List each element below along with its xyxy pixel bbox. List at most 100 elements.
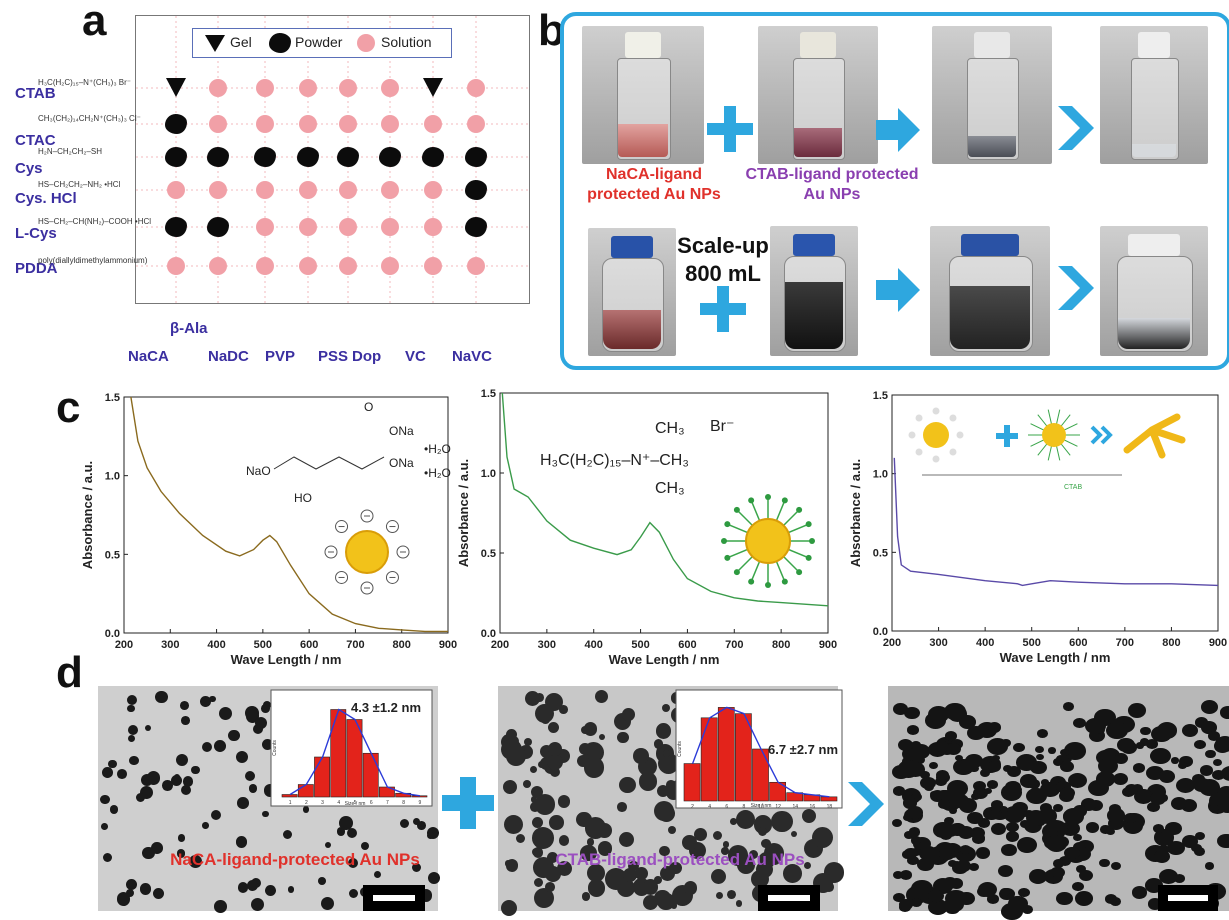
nanowire-segment [1214,736,1229,753]
solution-marker [299,79,317,97]
plot-frame [499,392,829,634]
plot-frame [123,396,449,634]
nanoparticle [657,805,675,822]
row-formula: H₃C(H₂C)₁₅–N⁺(CH₃)₃ Br⁻ [38,78,132,87]
grid-lines [136,16,529,303]
solution-marker [339,79,357,97]
solution-marker [209,115,227,133]
x-tick-label: 900 [1209,637,1227,649]
nanowire-segment [956,860,972,873]
absorbance-line [501,392,829,607]
nanoparticle [155,690,168,704]
solution-marker [256,257,274,275]
solution-marker [339,115,357,133]
nanoparticle [171,774,183,787]
uv-vis-chart: 200 300 400 500 600 700 800 900 0.0 0.5 1.0 1.5 Wave… [848,390,1227,665]
nanowire-segment [910,897,923,907]
nanoparticle [617,732,629,744]
col-label: PVP [265,348,296,365]
nanoparticle [129,755,139,766]
nanoparticle [549,814,564,830]
nanowire-segment [949,878,964,889]
nanoparticle [710,868,727,885]
ligand-head [781,578,788,585]
y-tick-label: 1.5 [481,388,496,400]
nanoparticle [508,735,520,747]
nanowire-segment [939,843,955,855]
solution-marker [381,115,399,133]
nanoparticle [200,696,212,708]
x-tick-label: 500 [631,639,649,651]
nanoparticle [135,792,146,803]
nanowire-segment [1008,895,1028,912]
nanoparticle [503,815,523,835]
nanowire-segment [907,855,920,866]
nanoparticle [533,877,544,888]
nanoparticle [251,897,265,911]
powder-marker [465,217,487,237]
nanowire-segment [1212,758,1223,767]
nanowire-segment [1113,752,1129,765]
vial-photo [932,26,1052,164]
x-tick-label: 400 [207,639,225,651]
nanoparticle [126,889,135,898]
nanoparticle [283,830,293,840]
nanowire-segment [908,827,921,837]
nanowire-segment [1139,738,1149,746]
ligand-head [781,497,788,504]
au-nanoparticle-icon [1042,423,1066,447]
nanoparticle [682,835,697,851]
row-formula: H₂N–CH₂CH₂–SH [38,147,102,156]
nanowire-segment [892,819,903,828]
nanowire-segment [1204,862,1215,870]
solution-marker [256,218,274,236]
nanoparticle [502,779,518,795]
nanoparticle [125,878,137,890]
nanowire-segment [892,892,905,903]
nanowire-segment [920,770,931,780]
scale-bar-1 [363,885,425,911]
nanoparticle [236,836,248,848]
formula-text: HO [294,491,312,505]
row-formula: HS–CH₂–CH(NH₂)–COOH •HCl [38,217,152,226]
nanowire-segment [1068,773,1088,789]
solution-marker [299,181,317,199]
row-formula: CH₃(CH₂)₁₄CH₂N⁺(CH₃)₃ Cl⁻ [38,114,141,123]
liquid [793,128,843,157]
nanowire-segment [1040,779,1050,786]
nanoparticle [417,820,426,830]
powder-marker [165,147,187,167]
nanowire-segment [1035,745,1045,753]
ligand-head [724,554,731,561]
nanowire-segment [1107,808,1126,823]
nanoparticle [141,846,155,860]
solution-marker [167,181,185,199]
nanoparticle [578,742,591,755]
nanowire-segment [1131,886,1148,899]
nanowire-segment [1132,762,1146,774]
powder-marker [465,147,487,167]
nanowire-segment [1153,829,1175,846]
nanowire-segment [997,864,1013,877]
nanowire-segment [1124,813,1138,824]
nanowire-segment [928,890,944,903]
nanowire-segment [1060,760,1074,772]
nanowire-segment [977,881,997,898]
nanoparticle [213,739,226,752]
nanoparticle [617,802,627,812]
uv-vis-chart: 200 300 400 500 600 700 800 900 0.0 0.5 1.0 1.5 Wave… [456,388,837,667]
y-tick-label: 1.0 [481,468,496,480]
panel-a-grid [135,15,530,304]
nanowire-segment [1099,858,1111,868]
nanoparticle [237,796,249,809]
solution-marker [381,79,399,97]
au-nanoparticle-icon [923,422,949,448]
nanowire-segment [1029,869,1047,884]
vial-photo [930,226,1050,356]
solution-marker [424,218,442,236]
uv-vis-chart: 200 300 400 500 600 700 800 900 0.0 0.5 1.0 1.5 Wave… [80,392,457,667]
nanoparticle [218,706,232,720]
y-tick-label: 0.5 [873,547,888,559]
nanowire-segment [1208,804,1220,813]
nanoparticle [535,794,556,815]
